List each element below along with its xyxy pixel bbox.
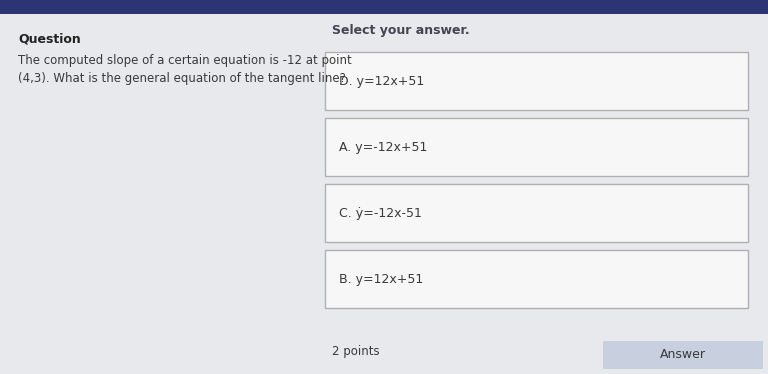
Text: Answer: Answer bbox=[660, 349, 706, 362]
Text: B. y=12x+51: B. y=12x+51 bbox=[339, 273, 423, 285]
Text: D. y=12x+51: D. y=12x+51 bbox=[339, 74, 424, 88]
Bar bbox=[310, 14, 768, 374]
Bar bbox=[325, 184, 748, 242]
Text: Select your answer.: Select your answer. bbox=[332, 24, 469, 37]
Text: The computed slope of a certain equation is -12 at point: The computed slope of a certain equation… bbox=[18, 54, 352, 67]
Bar bbox=[325, 250, 748, 308]
Text: Question: Question bbox=[18, 32, 81, 45]
Bar bbox=[0, 0, 768, 14]
Bar bbox=[0, 14, 310, 374]
Bar bbox=[325, 118, 748, 176]
Text: A. y=-12x+51: A. y=-12x+51 bbox=[339, 141, 427, 153]
Text: (4,3). What is the general equation of the tangent line?: (4,3). What is the general equation of t… bbox=[18, 72, 346, 85]
Bar bbox=[325, 52, 748, 110]
Text: C. ẏ=-12x-51: C. ẏ=-12x-51 bbox=[339, 206, 422, 220]
Bar bbox=[603, 341, 763, 369]
Text: 2 points: 2 points bbox=[332, 346, 379, 359]
